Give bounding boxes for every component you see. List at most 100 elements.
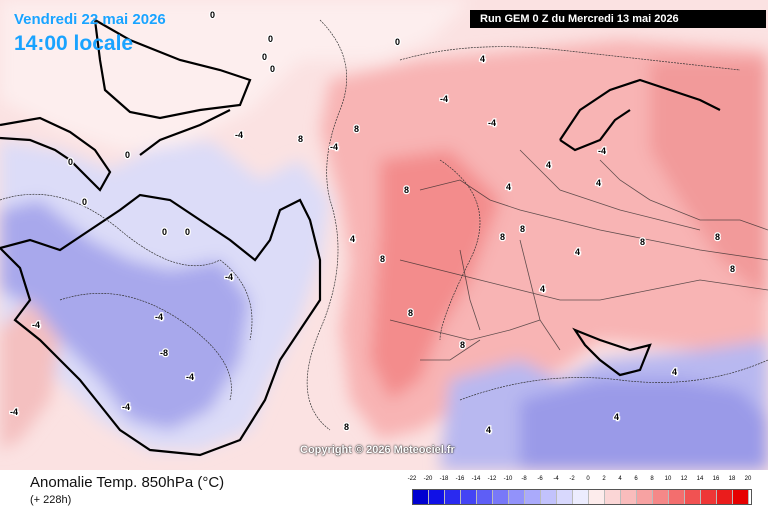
north-america-coast (0, 193, 322, 457)
contour-label: 0 (185, 227, 190, 237)
legend-tick-label: 14 (696, 476, 704, 482)
border-line-7 (459, 249, 481, 331)
strong-warm-area-west-europe (370, 150, 500, 400)
legend-swatch (685, 490, 701, 504)
footer: Anomalie Temp. 850hPa (°C) (+ 228h) -22-… (0, 470, 768, 512)
warm-area-west (0, 300, 60, 450)
valid-date: Vendredi 22 mai 2026 (14, 11, 166, 28)
legend-swatch (605, 490, 621, 504)
contour-label: -4 (186, 372, 194, 382)
contour-label: 4 (506, 182, 511, 192)
legend-swatch (509, 490, 525, 504)
legend-tick-label: -10 (503, 476, 513, 482)
contour-label: 8 (298, 134, 303, 144)
legend-swatch (413, 490, 429, 504)
field-title: Anomalie Temp. 850hPa (°C) (30, 474, 225, 491)
contour-line-6 (459, 359, 768, 401)
legend-tick-label: -22 (407, 476, 417, 482)
legend-tick-label: -14 (471, 476, 481, 482)
legend-swatch (669, 490, 685, 504)
legend-swatch (429, 490, 445, 504)
contour-label: -4 (32, 320, 40, 330)
contour-label: 8 (408, 308, 413, 318)
legend-swatch (589, 490, 605, 504)
contour-label: -4 (440, 94, 448, 104)
legend-tick-label: -4 (553, 476, 559, 482)
greenland-south-coast (0, 116, 112, 192)
legend-tick-label: 16 (712, 476, 720, 482)
legend-swatch (445, 490, 461, 504)
legend-swatch (525, 490, 541, 504)
border-line-6 (599, 159, 768, 231)
greenland-interior-outline (93, 17, 252, 120)
contour-label: 8 (404, 185, 409, 195)
contour-label: 8 (344, 422, 349, 432)
contour-label: -4 (155, 312, 163, 322)
border-line-3 (389, 319, 541, 341)
legend-tick-label: 8 (650, 476, 654, 482)
valid-time: 14:00 locale (14, 32, 134, 55)
legend-tick-label: 4 (618, 476, 622, 482)
legend-swatch (637, 490, 653, 504)
legend-tick-label: -12 (487, 476, 497, 482)
contour-label: -4 (598, 146, 606, 156)
legend-swatch (461, 490, 477, 504)
legend-swatch (653, 490, 669, 504)
contour-label: -4 (225, 272, 233, 282)
legend-color-bar (412, 489, 752, 505)
greenland-east-coast (139, 109, 231, 156)
lead-time: (+ 228h) (30, 494, 72, 506)
contour-line-4 (0, 194, 253, 341)
contour-label: 8 (354, 124, 359, 134)
contour-label: -4 (330, 142, 338, 152)
legend-tick-label: 10 (664, 476, 672, 482)
country-borders (389, 149, 768, 361)
border-line-5 (519, 149, 701, 231)
contour-label: 8 (640, 237, 645, 247)
legend-tick-label: -20 (423, 476, 433, 482)
legend-tick-label: 12 (680, 476, 688, 482)
border-line-1 (419, 179, 768, 261)
coastlines (0, 17, 721, 457)
contour-label: 4 (540, 284, 545, 294)
border-line-8 (519, 239, 561, 351)
legend-swatch (557, 490, 573, 504)
border-line-4 (420, 339, 481, 361)
legend-swatch (717, 490, 733, 504)
legend-tick-label: 2 (602, 476, 606, 482)
contour-line-5 (59, 292, 232, 401)
strong-cold-area (0, 200, 250, 430)
contour-label: 8 (520, 224, 525, 234)
copyright-notice: Copyright © 2026 Meteociel.fr (300, 444, 455, 456)
scandinavia-coast-south (559, 109, 631, 152)
legend-tick-label: 6 (634, 476, 638, 482)
contour-label: 4 (486, 425, 491, 435)
legend-swatch (573, 490, 589, 504)
contour-label: 0 (262, 52, 267, 62)
legend-tick-label: -16 (455, 476, 465, 482)
contour-label: 8 (380, 254, 385, 264)
contour-label: 4 (672, 367, 677, 377)
anomaly-field (0, 0, 768, 470)
legend-swatch (621, 490, 637, 504)
legend-tick-label: -6 (537, 476, 543, 482)
contour-line-1 (306, 19, 347, 431)
contour-label: 0 (162, 227, 167, 237)
contour-label: 4 (596, 178, 601, 188)
contour-label: 0 (395, 37, 400, 47)
legend-tick-labels: -22 -20 -18 -16 -14 -12 -10 -8 -6 -4 -2 0 2 4 6 8 10 12 14… (408, 476, 752, 485)
contour-label: 0 (210, 10, 215, 20)
contour-label: -8 (160, 348, 168, 358)
balkans-coast (572, 327, 652, 377)
contour-label: 0 (125, 150, 130, 160)
contour-label: 0 (82, 197, 87, 207)
contour-label: 0 (68, 157, 73, 167)
legend-tick-label: -8 (521, 476, 527, 482)
scandinavia-coast-north (559, 78, 721, 141)
legend-tick-label: 18 (728, 476, 736, 482)
contour-label: 4 (480, 54, 485, 64)
contour-label: 4 (350, 234, 355, 244)
contour-label: 4 (546, 160, 551, 170)
